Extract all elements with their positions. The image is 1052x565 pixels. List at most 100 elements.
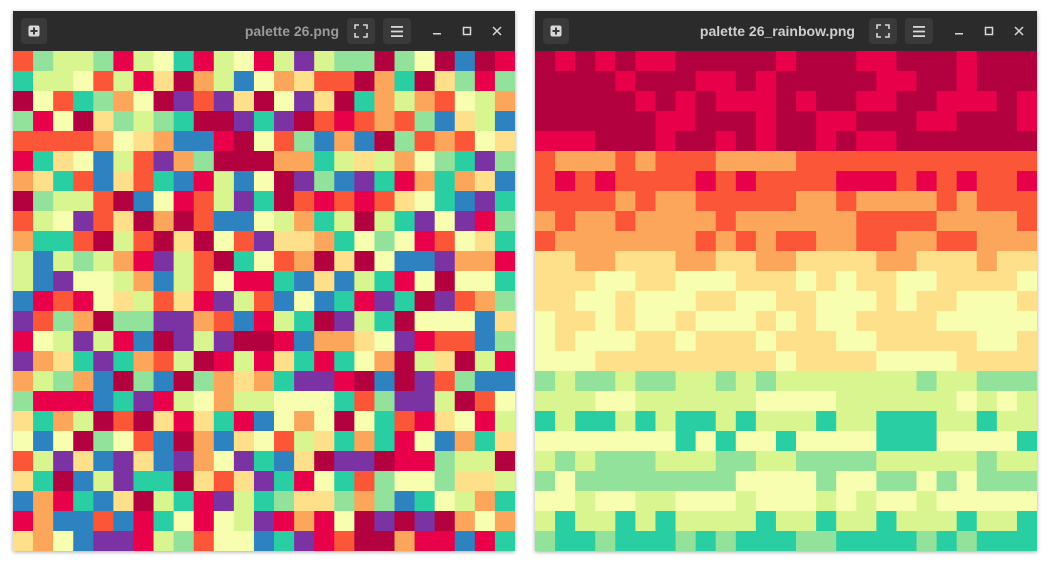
pixel-cell: [816, 331, 837, 352]
pixel-cell: [253, 331, 275, 352]
pixel-cell: [494, 51, 515, 72]
pixel-cell: [253, 211, 275, 232]
pixel-cell: [615, 391, 636, 412]
pixel-cell: [535, 291, 556, 312]
pixel-cell: [836, 191, 857, 212]
pixel-cell: [153, 491, 175, 512]
pixel-cell: [274, 331, 295, 352]
pixel-cell: [715, 291, 737, 312]
pixel-cell: [213, 351, 235, 372]
pixel-cell: [735, 531, 757, 551]
pixel-cell: [233, 131, 255, 152]
pixel-cell: [454, 111, 476, 132]
pixel-cell: [113, 471, 135, 492]
fullscreen-button[interactable]: [869, 18, 897, 44]
pixel-cell: [635, 231, 657, 252]
pixel-cell: [735, 351, 757, 372]
pixel-cell: [976, 431, 998, 452]
image-canvas[interactable]: [535, 51, 1037, 551]
pixel-cell: [213, 451, 235, 472]
title-bar[interactable]: palette 26_rainbow.png: [535, 11, 1037, 51]
hamburger-menu-icon: [913, 25, 925, 37]
pixel-cell: [655, 51, 677, 72]
pixel-cell: [856, 251, 877, 272]
pixel-cell: [595, 211, 616, 232]
pixel-cell: [494, 231, 515, 252]
fullscreen-button[interactable]: [347, 18, 375, 44]
maximize-button[interactable]: [978, 20, 1000, 42]
new-window-button[interactable]: [21, 18, 47, 44]
pixel-cell: [173, 291, 195, 312]
pixel-cell: [635, 51, 657, 72]
pixel-cell: [655, 471, 677, 492]
minimize-button[interactable]: [948, 20, 970, 42]
pixel-cell: [796, 291, 817, 312]
pixel-cell: [755, 191, 777, 212]
pixel-cell: [414, 431, 436, 452]
menu-button[interactable]: [905, 18, 933, 44]
pixel-cell: [153, 431, 175, 452]
pixel-cell: [213, 531, 235, 551]
pixel-cell: [294, 531, 315, 551]
pixel-cell: [555, 391, 576, 412]
pixel-cell: [133, 471, 155, 492]
pixel-cell: [816, 271, 837, 292]
pixel-cell: [936, 191, 958, 212]
pixel-cell: [635, 211, 657, 232]
pixel-cell: [735, 231, 757, 252]
pixel-cell: [735, 51, 757, 72]
pixel-cell: [775, 51, 797, 72]
pixel-cell: [755, 311, 777, 332]
pixel-cell: [695, 351, 717, 372]
pixel-cell: [655, 291, 677, 312]
pixel-cell: [836, 391, 857, 412]
pixel-cell: [595, 131, 616, 152]
new-window-button[interactable]: [543, 18, 569, 44]
pixel-cell: [233, 151, 255, 172]
pixel-cell: [735, 431, 757, 452]
pixel-cell: [33, 331, 54, 352]
pixel-cell: [575, 431, 596, 452]
menu-button[interactable]: [383, 18, 411, 44]
pixel-cell: [635, 431, 657, 452]
pixel-cell: [274, 491, 295, 512]
pixel-cell: [775, 71, 797, 92]
pixel-cell: [274, 231, 295, 252]
pixel-cell: [715, 311, 737, 332]
pixel-cell: [936, 251, 958, 272]
pixel-cell: [274, 111, 295, 132]
pixel-cell: [836, 471, 857, 492]
pixel-cell: [735, 171, 757, 192]
pixel-cell: [13, 431, 34, 452]
pixel-cell: [896, 151, 918, 172]
pixel-cell: [253, 291, 275, 312]
pixel-cell: [494, 311, 515, 332]
pixel-cell: [454, 471, 476, 492]
pixel-cell: [896, 211, 918, 232]
pixel-cell: [193, 231, 215, 252]
pixel-cell: [133, 251, 155, 272]
close-button[interactable]: [1008, 20, 1030, 42]
pixel-cell: [374, 151, 396, 172]
pixel-cell: [93, 391, 114, 412]
minimize-button[interactable]: [426, 20, 448, 42]
pixel-cell: [876, 311, 898, 332]
pixel-cell: [856, 431, 877, 452]
pixel-cell: [394, 351, 416, 372]
pixel-cell: [675, 231, 697, 252]
close-button[interactable]: [486, 20, 508, 42]
pixel-cell: [715, 171, 737, 192]
pixel-cell: [996, 51, 1018, 72]
pixel-cell: [695, 331, 717, 352]
pixel-cell: [93, 151, 114, 172]
pixel-cell: [394, 151, 416, 172]
pixel-cell: [735, 251, 757, 272]
maximize-button[interactable]: [456, 20, 478, 42]
pixel-cell: [1016, 131, 1037, 152]
pixel-cell: [133, 191, 155, 212]
title-bar[interactable]: palette 26.png: [13, 11, 515, 51]
pixel-cell: [755, 351, 777, 372]
image-canvas[interactable]: [13, 51, 515, 551]
pixel-cell: [394, 311, 416, 332]
pixel-cell: [735, 71, 757, 92]
